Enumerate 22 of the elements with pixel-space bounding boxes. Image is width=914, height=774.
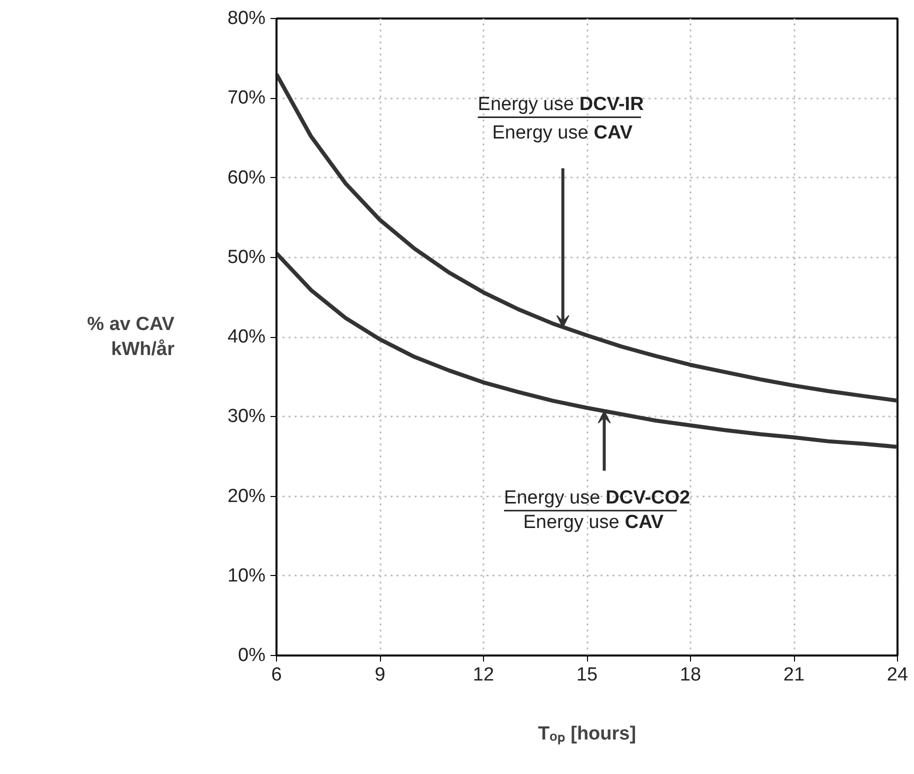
y-tick-label: 80% [227, 8, 266, 29]
x-tick-label: 24 [886, 664, 908, 686]
x-tick-label: 6 [271, 664, 282, 686]
y-tick-label: 40% [227, 326, 266, 348]
line-series [276, 72, 898, 403]
x-tick-label: 12 [472, 664, 494, 686]
line-series [276, 251, 898, 449]
x-tick-label: 15 [576, 664, 598, 686]
y-tick-label: 10% [227, 565, 266, 586]
x-axis-title: Tₒₚ [hours] [538, 724, 636, 744]
x-tick-label: 9 [374, 664, 386, 686]
annotation: Energy use DCV-CO2 Energy use CAV [504, 487, 690, 534]
y-tick-label: 70% [227, 88, 266, 109]
annotation: Energy use DCV-IR Energy use CAV [478, 94, 644, 144]
y-axis-title: % av CAV kWh/år [87, 314, 176, 360]
x-tick-label: 18 [680, 664, 702, 686]
y-tick-label: 30% [227, 406, 266, 428]
y-tick-label: 0% [238, 645, 266, 666]
x-tick-label: 21 [783, 664, 805, 686]
y-tick-label: 60% [227, 167, 266, 188]
y-tick-label: 20% [227, 486, 266, 507]
y-tick-label: 50% [227, 246, 266, 268]
